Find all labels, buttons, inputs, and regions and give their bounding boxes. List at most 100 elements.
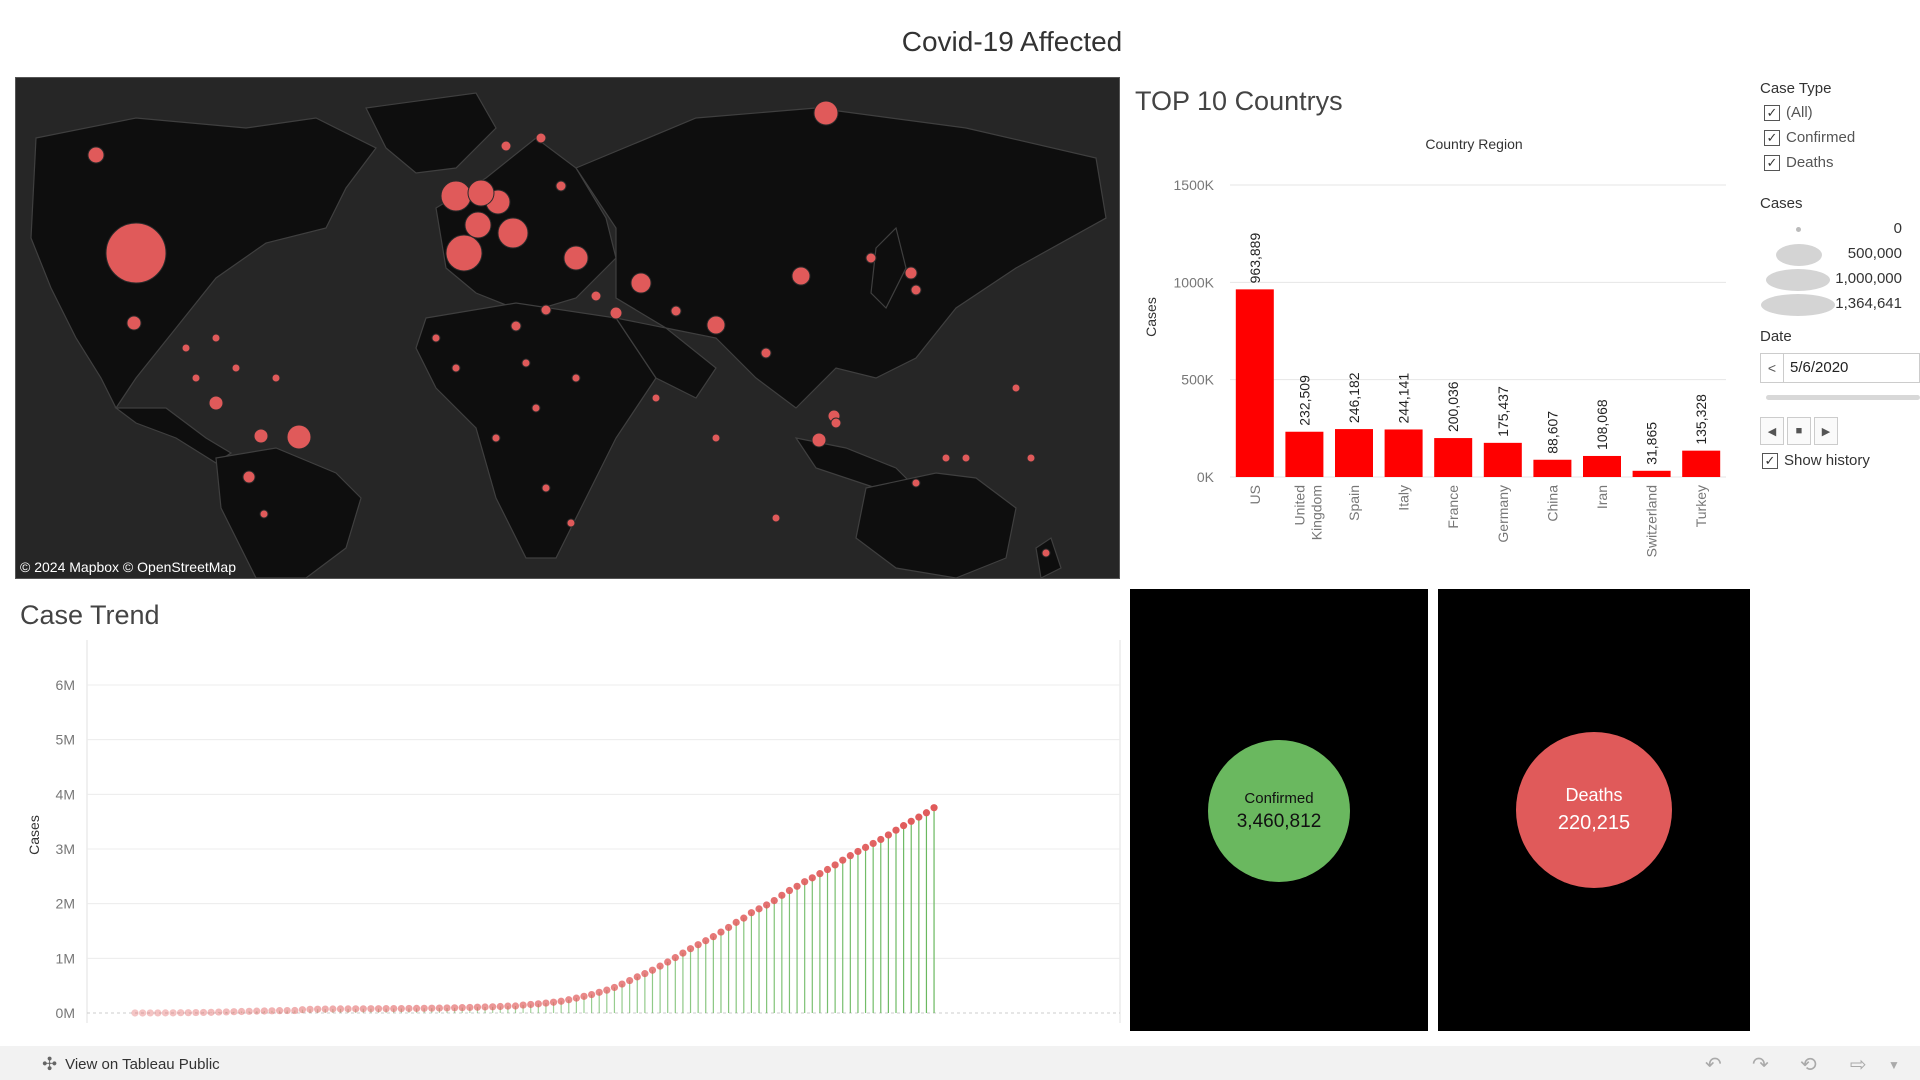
map-bubble[interactable] [811,432,827,448]
world-map[interactable]: © 2024 Mapbox © OpenStreetMap [15,77,1120,579]
trend-point[interactable] [801,878,809,886]
map-bubble[interactable] [630,272,652,294]
filter-option-all[interactable]: ✓ (All) [1764,100,1855,125]
trend-point[interactable] [755,905,763,913]
map-bubble[interactable] [467,179,495,207]
map-bubble[interactable] [208,395,224,411]
trend-point[interactable] [778,891,786,899]
trend-point[interactable] [892,826,900,834]
bar-switzerland[interactable] [1632,470,1671,477]
trend-point[interactable] [169,1009,177,1017]
map-bubble[interactable] [253,428,269,444]
map-bubble[interactable] [555,180,567,192]
case-trend-chart[interactable]: Cases 0M 1M 2M 3M 4M 5M 6M [15,640,1125,1040]
trend-point[interactable] [352,1005,360,1013]
trend-point[interactable] [641,970,649,978]
bar-germany[interactable] [1483,442,1522,477]
deaths-bubble[interactable]: Deaths 220,215 [1516,732,1672,888]
bar-united-kingdom[interactable] [1285,431,1324,477]
map-bubble[interactable] [451,363,461,373]
trend-point[interactable] [154,1009,162,1017]
map-bubble[interactable] [87,146,105,164]
trend-point[interactable] [900,822,908,830]
trend-point[interactable] [260,1007,268,1015]
trend-point[interactable] [770,897,778,905]
trend-point[interactable] [481,1003,489,1011]
trend-point[interactable] [740,914,748,922]
map-bubble[interactable] [563,245,589,271]
map-bubble[interactable] [904,266,918,280]
trend-point[interactable] [572,994,580,1002]
trend-point[interactable] [648,966,657,974]
map-bubble[interactable] [911,478,921,488]
trend-point[interactable] [390,1005,398,1013]
checkbox-checked-icon[interactable]: ✓ [1764,154,1780,171]
trend-point[interactable] [656,962,664,970]
trend-point[interactable] [877,835,885,844]
map-bubble[interactable] [105,222,167,284]
map-bubble[interactable] [126,315,142,331]
trend-point[interactable] [215,1008,223,1016]
map-bubble[interactable] [491,433,501,443]
map-bubble[interactable] [706,315,726,335]
trend-point[interactable] [747,909,756,917]
trend-point[interactable] [694,941,702,949]
trend-point[interactable] [275,1007,284,1015]
map-bubble[interactable] [500,140,512,152]
trend-point[interactable] [861,843,870,852]
trend-point[interactable] [283,1006,291,1015]
map-bubble[interactable] [813,100,839,126]
trend-point[interactable] [268,1007,276,1015]
trend-point[interactable] [451,1004,459,1012]
trend-point[interactable] [420,1004,428,1012]
filter-option-deaths[interactable]: ✓ Deaths [1764,150,1855,175]
trend-point[interactable] [199,1008,208,1017]
map-bubble[interactable] [445,234,483,272]
view-on-tableau-link[interactable]: ✣ View on Tableau Public [42,1054,220,1075]
trend-point[interactable] [435,1004,443,1012]
date-slider[interactable] [1766,395,1920,400]
trend-point[interactable] [139,1009,147,1017]
trend-point[interactable] [793,882,801,890]
trend-point[interactable] [626,976,634,985]
trend-point[interactable] [329,1005,337,1013]
trend-point[interactable] [679,949,687,957]
trend-point[interactable] [846,852,854,860]
map-bubble[interactable] [211,333,221,343]
trend-point[interactable] [709,933,717,941]
trend-point[interactable] [489,1003,497,1011]
trend-point[interactable] [473,1003,482,1011]
trend-point[interactable] [466,1003,474,1012]
confirmed-tile[interactable]: Confirmed 3,460,812 [1130,589,1428,1031]
trend-point[interactable] [816,870,824,878]
trend-point[interactable] [504,1002,512,1010]
trend-point[interactable] [253,1007,261,1015]
map-bubble[interactable] [830,417,842,429]
map-bubble[interactable] [286,424,312,450]
bar-iran[interactable] [1583,455,1621,477]
trend-point[interactable] [915,813,923,821]
trend-point[interactable] [314,1005,322,1013]
trend-point[interactable] [527,1000,535,1009]
undo-icon[interactable]: ↶ [1705,1054,1722,1076]
map-bubble[interactable] [961,453,971,463]
trend-point[interactable] [603,986,611,994]
map-bubble[interactable] [910,284,922,296]
map-bubble[interactable] [1041,548,1051,558]
share-icon[interactable]: ⇨ [1850,1054,1867,1076]
map-bubble[interactable] [464,211,492,239]
trend-point[interactable] [184,1009,192,1017]
trend-point[interactable] [633,973,641,981]
world-map-canvas[interactable] [16,78,1119,578]
map-credit[interactable]: © 2024 Mapbox © OpenStreetMap [20,559,236,575]
trend-point[interactable] [823,865,832,874]
trend-point[interactable] [230,1008,238,1016]
map-bubble[interactable] [181,343,191,353]
stop-icon[interactable]: ■ [1787,417,1811,445]
trend-point[interactable] [565,996,573,1004]
trend-point[interactable] [732,918,740,926]
map-bubble[interactable] [242,470,256,484]
trend-point[interactable] [549,998,558,1006]
map-bubble[interactable] [941,453,951,463]
trend-point[interactable] [359,1005,367,1013]
